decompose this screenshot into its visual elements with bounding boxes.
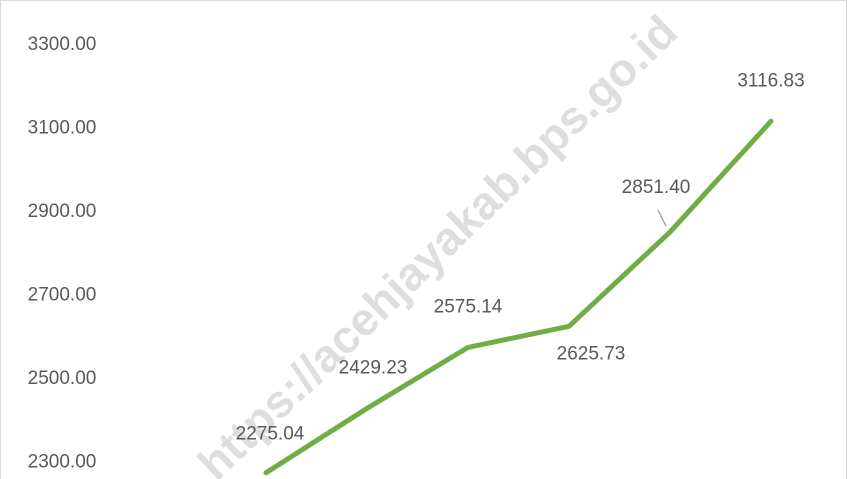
y-tick-label: 2500.00 <box>28 368 97 389</box>
y-tick-label: 3100.00 <box>28 117 97 138</box>
leader-line <box>657 209 667 227</box>
line <box>263 118 774 476</box>
data-label: 2575.14 <box>434 296 503 317</box>
data-label: 2625.73 <box>557 343 626 364</box>
data-label: 2429.23 <box>339 357 408 378</box>
watermark: https://acehjayakab.bps.go.id <box>188 5 687 479</box>
y-tick-label: 2300.00 <box>28 451 97 472</box>
y-tick-label: 3300.00 <box>28 34 97 55</box>
y-tick-label: 2900.00 <box>28 201 97 222</box>
data-label: 3116.83 <box>737 70 804 91</box>
y-tick-label: 2700.00 <box>28 284 97 305</box>
data-label: 2275.04 <box>236 424 305 445</box>
data-label: 2851.40 <box>622 177 691 198</box>
